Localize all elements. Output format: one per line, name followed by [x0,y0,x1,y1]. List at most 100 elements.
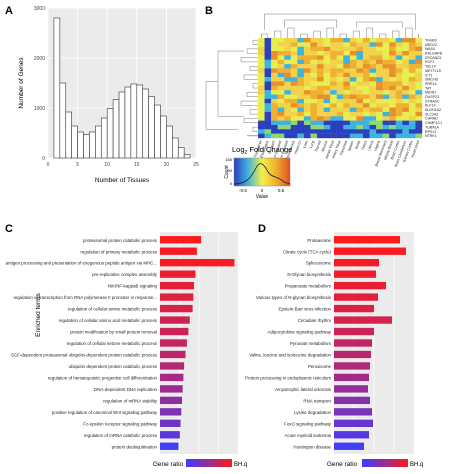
heatmap-cell [362,51,370,56]
heatmap-cell [408,124,416,130]
heatmap-cell [271,51,278,56]
heatmap-cell [402,72,410,78]
heatmap-cell [389,51,396,56]
heatmap-cell [303,120,311,126]
heatmap-cell [290,133,298,139]
heatmap-cell [349,90,357,95]
heatmap-cell [323,98,331,104]
heatmap-cell [336,72,344,78]
heatmap-cell [369,59,377,65]
heatmap-cell [336,46,344,52]
go-bhq-legend-label: BH.q [234,462,247,468]
heatmap-cell [303,94,311,100]
heatmap-cell [277,103,285,108]
heatmap-cell [369,103,377,108]
heatmap-row-label: TUBA1A [425,125,440,129]
heatmap-cell [258,51,265,56]
histogram-y-label: Number of Genes [18,57,25,109]
heatmap-cell [290,51,298,56]
kegg-term-labels: Proteasome Citrate cycle (TCA cycle) Splic… [245,238,332,450]
heatmap-cell [258,133,265,139]
heatmap-cell [303,116,311,121]
heatmap-cell [369,116,377,121]
heatmap-cell [258,72,265,78]
heatmap-cell [343,98,351,104]
heatmap-cell [408,64,416,69]
heatmap-cell [258,98,265,104]
enrichment-bar [160,236,202,244]
heatmap-row-label: DUSP23 [425,95,439,99]
heatmap-cell [303,51,311,56]
heatmap-column-label: Heart LV [294,139,303,154]
heatmap-cell [317,42,324,47]
heatmap-cell [356,68,364,73]
color-key-density [233,163,291,185]
heatmap-cell [284,129,291,134]
heatmap-cell [290,120,298,126]
heatmap-cell [310,90,318,95]
heatmap-cell [382,94,390,100]
heatmap-cell [310,64,318,69]
color-key-tick-2: 0.5 [278,188,285,193]
heatmap-cell [369,72,377,78]
heatmap-cell [389,55,396,60]
heatmap-cell [330,90,337,95]
histogram-x-label: Number of Tissues [95,177,150,184]
heatmap-cell [284,103,291,108]
heatmap-cell [310,68,318,73]
heatmap-cell [297,38,305,43]
heatmap-cell [395,103,403,108]
heatmap-column-label: Stomach [267,140,276,155]
heatmap-cell [258,42,265,47]
heatmap-cell [303,81,311,87]
dendrogram-branches [261,13,419,38]
enrichment-bar [334,293,378,301]
heatmap-cell [362,46,370,52]
heatmap-cell [415,116,423,121]
heatmap-cell [271,107,278,113]
heatmap-cell [395,51,403,56]
heatmap-cell [362,38,370,43]
heatmap-cell [382,55,390,60]
heatmap-cell [369,120,377,126]
heatmap-cell [369,98,377,104]
heatmap-cell [349,103,357,108]
heatmap-cell [317,103,324,108]
heatmap-cell [336,68,344,73]
heatmap-cell [376,68,383,73]
heatmap-cell [382,129,390,134]
heatmap-cell [264,81,272,87]
heatmap-cell [402,46,410,52]
term-label: Adipocytokine signaling pathway [268,330,332,335]
heatmap-row-label: SMCHD [425,78,439,82]
heatmap-cell [297,81,305,87]
heatmap-column-label: Heart Atrial [410,140,420,158]
heatmap-cell [343,77,351,82]
heatmap-cell [376,81,383,87]
enrichment-bar [160,259,235,267]
heatmap-cell [382,120,390,126]
heatmap-cell [369,77,377,82]
heatmap-cell [356,55,364,60]
heatmap-cell [369,90,377,95]
heatmap-cell [271,103,278,108]
heatmap-row-label: KLF14 [425,104,436,108]
heatmap-cell [271,129,278,134]
heatmap-cell [408,129,416,134]
term-label: positive regulation of canonical Wnt sig… [52,410,158,415]
heatmap-cell [408,120,416,126]
histogram-x-tick-label: 0 [47,162,50,168]
heatmap-cell [343,120,351,126]
heatmap-column-label: Ovary [361,140,368,151]
heatmap-cell [415,94,423,100]
heatmap-cell [402,129,410,134]
heatmap-cell [336,120,344,126]
heatmap-cell [284,59,291,65]
dendrogram-branches [205,39,258,137]
panel-label-c: C [5,223,13,235]
heatmap-cell [277,120,285,126]
heatmap-cell [303,98,311,104]
heatmap-cell [290,94,298,100]
heatmap-cell [402,120,410,126]
heatmap-cell [264,103,272,108]
